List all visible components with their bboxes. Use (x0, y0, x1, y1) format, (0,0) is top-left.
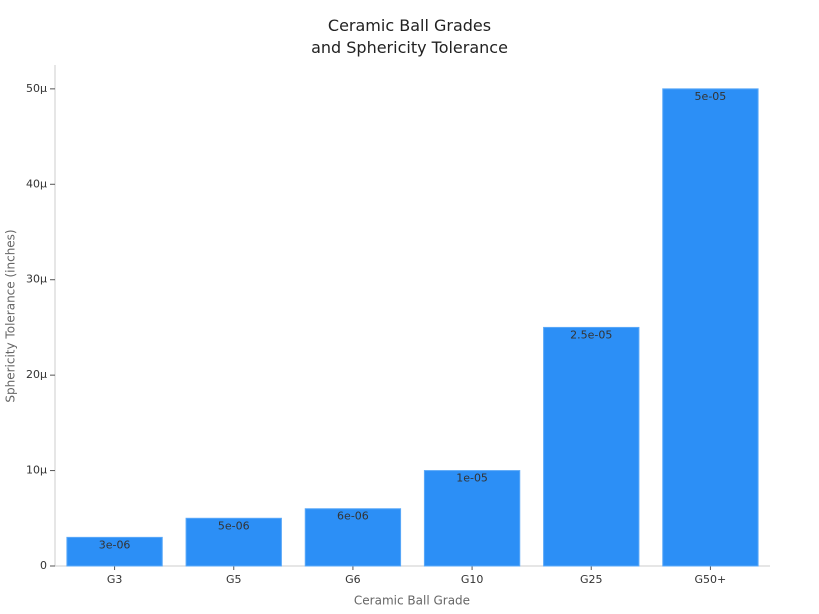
value-label: 1e-05 (456, 472, 488, 485)
y-tick-label: 10μ (26, 464, 47, 477)
bar (66, 536, 163, 567)
y-tick-label: 0 (40, 559, 47, 572)
y-axis-title: Sphericity Tolerance (inches) (4, 229, 18, 402)
x-tick-label: G50+ (695, 573, 727, 586)
value-label: 6e-06 (337, 510, 369, 523)
value-label: 3e-06 (99, 538, 131, 551)
bar (185, 517, 282, 567)
y-tick-label: 50μ (26, 82, 47, 95)
x-tick-label: G10 (461, 573, 484, 586)
bar (423, 470, 521, 567)
bar (543, 326, 640, 567)
value-label: 2.5e-05 (570, 328, 612, 341)
bar (662, 88, 759, 567)
x-tick-label: G25 (580, 573, 603, 586)
y-tick-label: 20μ (26, 368, 47, 381)
value-label: 5e-06 (218, 519, 250, 532)
x-tick-label: G3 (107, 573, 123, 586)
x-tick-label: G6 (345, 573, 361, 586)
y-tick-label: 30μ (26, 273, 47, 286)
value-label: 5e-05 (695, 90, 727, 103)
y-tick-label: 40μ (26, 177, 47, 190)
chart-title: Ceramic Ball Grades and Sphericity Toler… (311, 16, 508, 57)
bar (304, 508, 402, 567)
x-axis-title: Ceramic Ball Grade (354, 594, 470, 608)
x-tick-label: G5 (226, 573, 242, 586)
